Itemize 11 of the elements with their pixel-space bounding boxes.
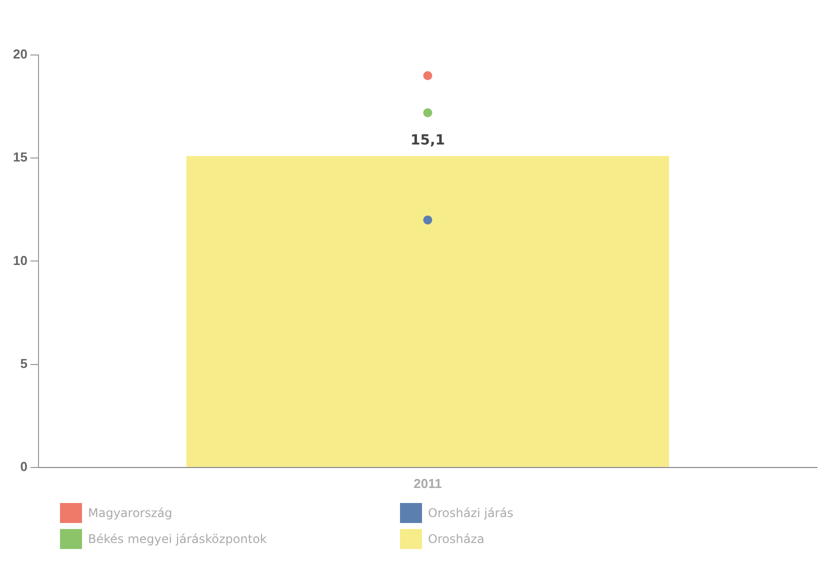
legend-label: Orosháza <box>428 532 484 546</box>
legend-label: Magyarország <box>88 506 172 520</box>
y-tick-label: 15 <box>12 150 28 165</box>
legend-label: Orosházi járás <box>428 506 514 520</box>
data-label: 15,1 <box>410 132 446 149</box>
y-tick-label: 5 <box>20 356 28 371</box>
y-tick-label: 20 <box>12 46 28 62</box>
y-tick-label: 0 <box>20 458 28 474</box>
y-tick-label: 10 <box>12 252 28 268</box>
x-tick-label: 2011 <box>414 476 442 491</box>
legend-label: Békés megyei járásközpontok <box>88 532 267 546</box>
